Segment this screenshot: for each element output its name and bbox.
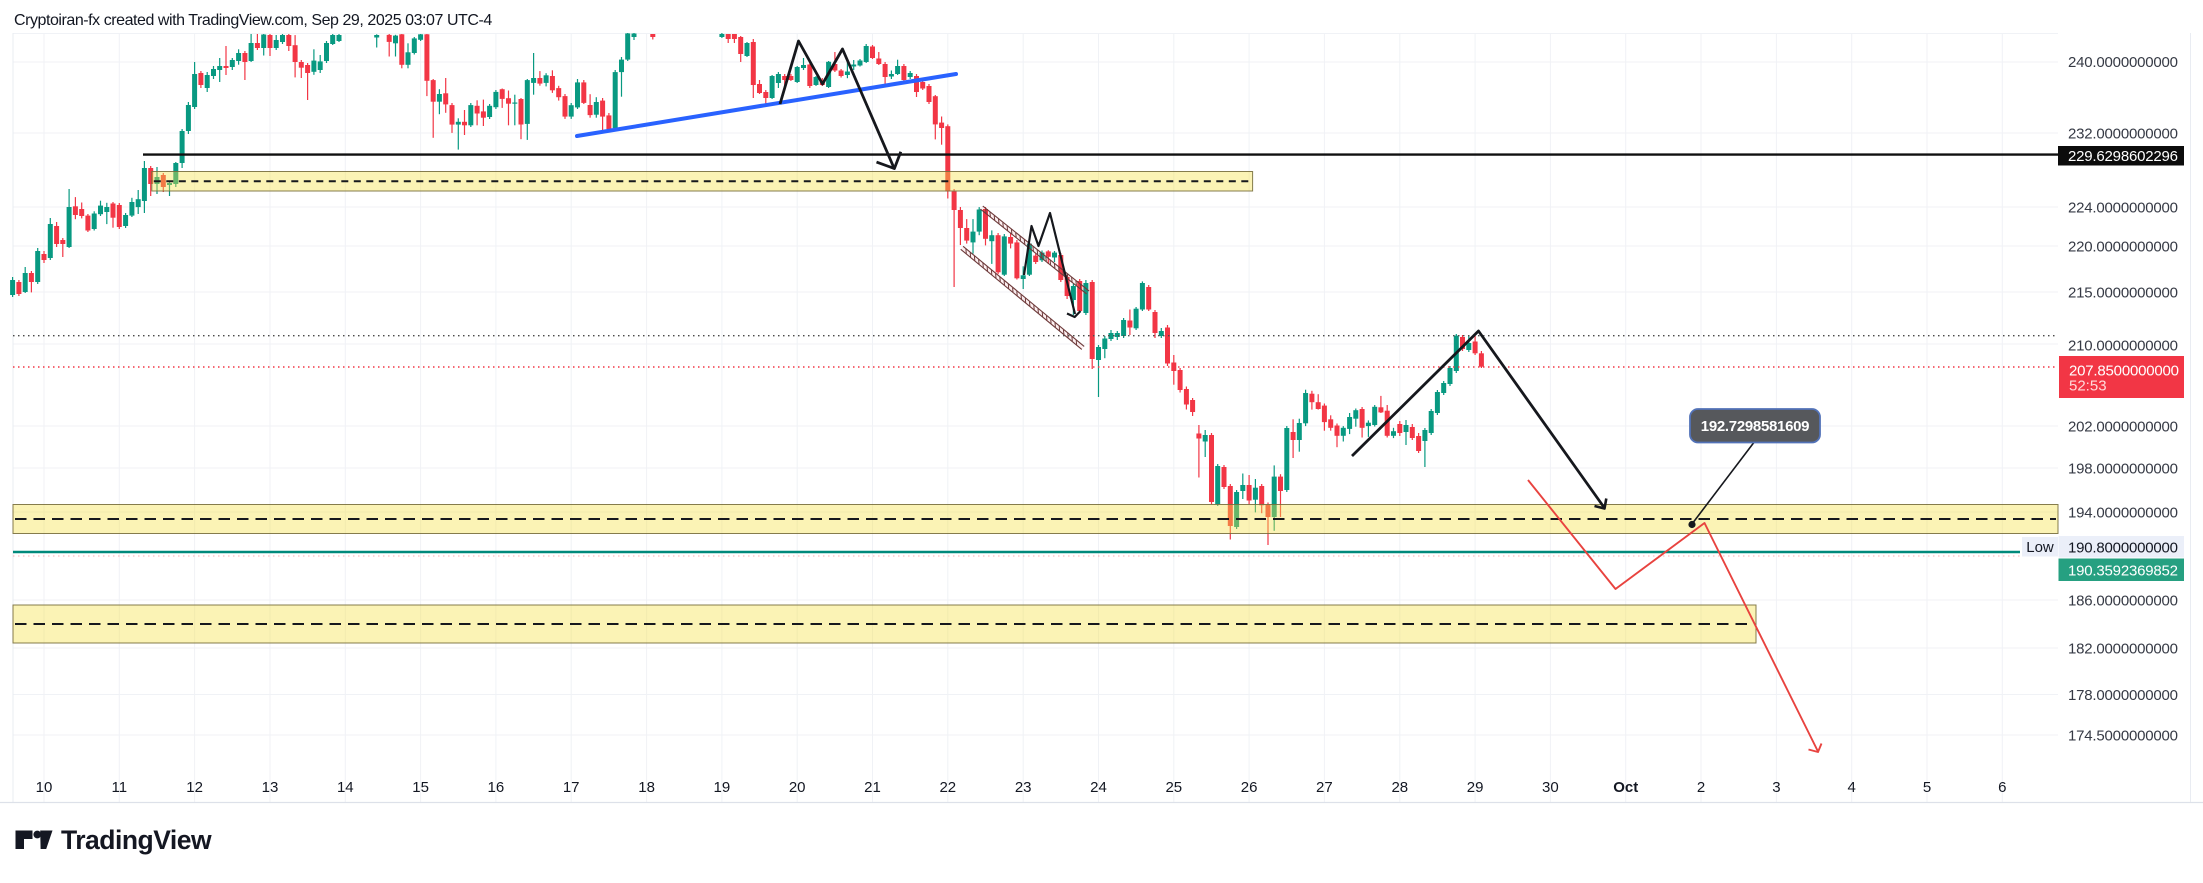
svg-text:202.0000000000: 202.0000000000 <box>2068 419 2178 436</box>
svg-text:13: 13 <box>262 779 279 796</box>
svg-text:182.0000000000: 182.0000000000 <box>2068 641 2178 658</box>
svg-text:10: 10 <box>36 779 53 796</box>
svg-text:220.0000000000: 220.0000000000 <box>2068 239 2178 256</box>
svg-text:52:53: 52:53 <box>2069 378 2107 395</box>
svg-text:Low: Low <box>2026 539 2054 556</box>
svg-text:12: 12 <box>186 779 203 796</box>
svg-text:215.0000000000: 215.0000000000 <box>2068 285 2178 302</box>
svg-text:194.0000000000: 194.0000000000 <box>2068 505 2178 522</box>
svg-text:4: 4 <box>1848 779 1856 796</box>
svg-text:198.0000000000: 198.0000000000 <box>2068 461 2178 478</box>
svg-text:186.0000000000: 186.0000000000 <box>2068 593 2178 610</box>
svg-text:3: 3 <box>1772 779 1780 796</box>
svg-text:210.0000000000: 210.0000000000 <box>2068 338 2178 355</box>
svg-text:229.6298602296: 229.6298602296 <box>2068 148 2178 165</box>
svg-text:16: 16 <box>488 779 505 796</box>
svg-text:18: 18 <box>638 779 655 796</box>
svg-text:Oct: Oct <box>1613 779 1638 796</box>
svg-text:2: 2 <box>1697 779 1705 796</box>
svg-text:15: 15 <box>412 779 429 796</box>
svg-text:14: 14 <box>337 779 354 796</box>
svg-text:178.0000000000: 178.0000000000 <box>2068 687 2178 704</box>
svg-text:5: 5 <box>1923 779 1931 796</box>
svg-text:19: 19 <box>714 779 731 796</box>
svg-text:232.0000000000: 232.0000000000 <box>2068 126 2178 143</box>
svg-text:25: 25 <box>1165 779 1182 796</box>
svg-text:190.8000000000: 190.8000000000 <box>2068 540 2178 557</box>
svg-text:Cryptoiran-fx created with Tra: Cryptoiran-fx created with TradingView.c… <box>14 12 492 29</box>
svg-text:20: 20 <box>789 779 806 796</box>
svg-text:224.0000000000: 224.0000000000 <box>2068 200 2178 217</box>
svg-text:27: 27 <box>1316 779 1333 796</box>
svg-text:24: 24 <box>1090 779 1107 796</box>
svg-text:17: 17 <box>563 779 580 796</box>
svg-text:190.3592369852: 190.3592369852 <box>2068 563 2178 580</box>
svg-text:28: 28 <box>1391 779 1408 796</box>
svg-text:TradingView: TradingView <box>61 825 212 855</box>
svg-text:174.5000000000: 174.5000000000 <box>2068 728 2178 745</box>
svg-text:240.0000000000: 240.0000000000 <box>2068 54 2178 71</box>
svg-text:11: 11 <box>112 779 128 796</box>
svg-text:29: 29 <box>1467 779 1484 796</box>
svg-text:26: 26 <box>1241 779 1258 796</box>
svg-text:22: 22 <box>939 779 956 796</box>
svg-text:30: 30 <box>1542 779 1559 796</box>
svg-text:192.7298581609: 192.7298581609 <box>1701 418 1809 435</box>
svg-text:6: 6 <box>1998 779 2006 796</box>
svg-text:21: 21 <box>864 779 881 796</box>
svg-text:23: 23 <box>1015 779 1032 796</box>
